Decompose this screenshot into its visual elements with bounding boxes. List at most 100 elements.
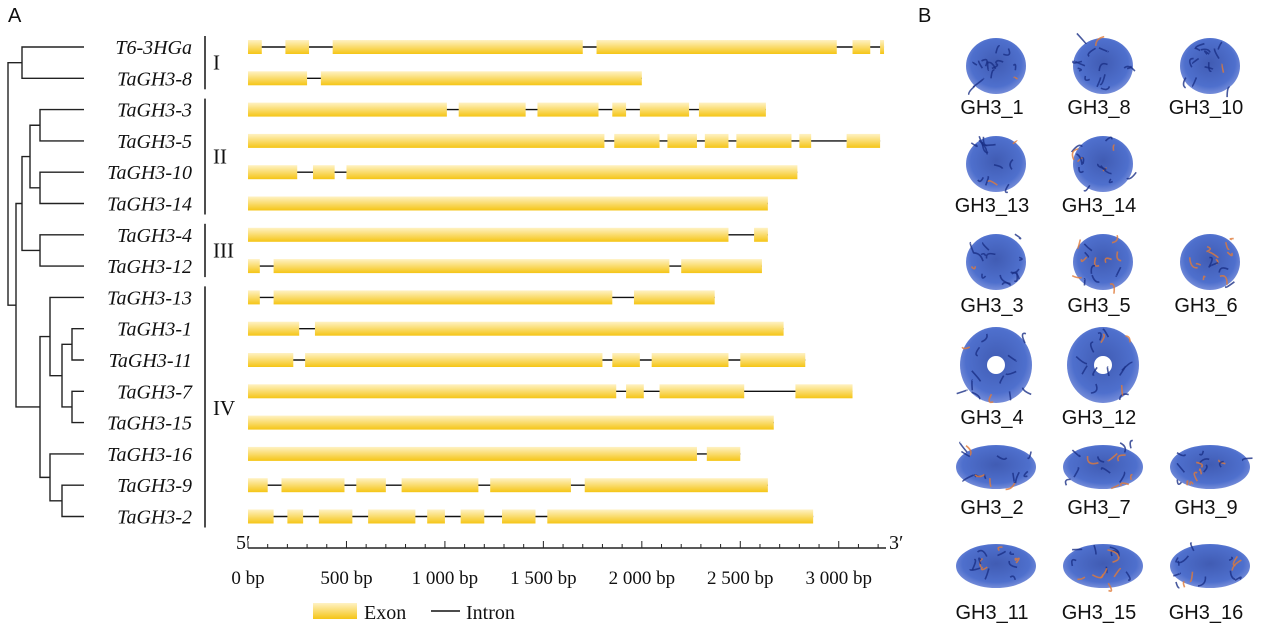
protein-ribbon bbox=[1098, 62, 1108, 72]
protein-ribbon bbox=[1225, 241, 1230, 251]
exon-block bbox=[273, 290, 613, 305]
protein-ribbon bbox=[1188, 57, 1194, 68]
protein-blob bbox=[1180, 38, 1240, 94]
exon-block bbox=[596, 40, 837, 54]
protein-ribbon bbox=[1193, 471, 1198, 482]
gene-structure-row bbox=[248, 259, 762, 274]
protein-ribbon bbox=[1093, 257, 1100, 267]
protein-ribbon bbox=[1176, 479, 1183, 486]
protein-ribbon bbox=[972, 61, 978, 66]
protein-ribbon bbox=[1182, 580, 1186, 588]
gene-structure-row bbox=[248, 102, 766, 117]
exon-block bbox=[346, 165, 798, 180]
exon-block bbox=[740, 353, 806, 367]
protein-ribbon bbox=[1100, 86, 1111, 91]
gene-structure-row bbox=[248, 321, 784, 336]
gene-label: TaGH3-7 bbox=[117, 381, 193, 403]
gene-structure-row bbox=[248, 446, 741, 461]
protein-ribbon bbox=[1008, 391, 1012, 401]
gene-structure-row bbox=[248, 40, 885, 54]
exon-block bbox=[651, 353, 729, 367]
protein-ribbon bbox=[961, 346, 971, 350]
protein-ribbon bbox=[1104, 136, 1113, 142]
protein-ribbon bbox=[1083, 278, 1086, 286]
protein-ribbon bbox=[1126, 65, 1132, 70]
protein-ribbon bbox=[1234, 576, 1242, 582]
protein-ribbon bbox=[959, 441, 968, 453]
protein-ribbon bbox=[1106, 366, 1110, 377]
protein-blob bbox=[956, 445, 1036, 489]
protein-ribbon bbox=[1123, 65, 1136, 72]
protein-ribbon bbox=[1012, 140, 1018, 145]
exon-block bbox=[285, 40, 310, 54]
protein-ribbon bbox=[984, 176, 990, 186]
panel-label-a: A bbox=[8, 5, 22, 27]
protein-ribbon bbox=[1224, 281, 1235, 289]
protein-ribbon bbox=[1126, 171, 1137, 180]
protein-structure-label: GH3_6 bbox=[1174, 295, 1237, 317]
gene-structure-row bbox=[248, 133, 881, 148]
protein-ribbon bbox=[1198, 450, 1205, 456]
protein-ribbon bbox=[982, 136, 988, 147]
five-prime-label: 5′ bbox=[236, 532, 250, 554]
protein-ribbon bbox=[1090, 383, 1098, 394]
exon-block bbox=[681, 259, 762, 274]
protein-ribbon bbox=[1189, 571, 1194, 583]
exon-block bbox=[458, 102, 526, 117]
protein-ribbon bbox=[1005, 370, 1017, 376]
protein-blob bbox=[966, 136, 1026, 192]
protein-ribbon bbox=[1077, 576, 1086, 581]
gene-label: TaGH3-12 bbox=[107, 256, 192, 278]
exon-block bbox=[248, 40, 262, 54]
protein-structure-label: GH3_3 bbox=[960, 295, 1023, 317]
protein-structure-label: GH3_11 bbox=[955, 602, 1028, 624]
tree-branch bbox=[39, 171, 84, 205]
protein-ribbon bbox=[1023, 470, 1029, 478]
protein-ribbon bbox=[1072, 60, 1083, 64]
protein-ribbon bbox=[1191, 57, 1200, 65]
protein-ribbon bbox=[1213, 48, 1220, 60]
protein-blob bbox=[1073, 38, 1133, 94]
protein-structure bbox=[1072, 32, 1136, 94]
protein-ribbon bbox=[1120, 384, 1124, 397]
protein-ribbon bbox=[1001, 281, 1012, 287]
protein-ribbon bbox=[984, 568, 990, 580]
protein-ribbon bbox=[1209, 262, 1219, 267]
exon-block bbox=[281, 478, 345, 493]
protein-ribbon bbox=[1119, 442, 1127, 453]
protein-ribbon bbox=[1197, 576, 1207, 587]
gene-label: T6-3HGa bbox=[115, 37, 192, 59]
protein-structure bbox=[1180, 234, 1240, 290]
protein-ribbon bbox=[1203, 464, 1208, 473]
protein-ribbon bbox=[987, 179, 998, 186]
protein-ribbon bbox=[997, 550, 1007, 557]
protein-ribbon bbox=[1083, 184, 1091, 192]
protein-ribbon bbox=[981, 58, 988, 67]
protein-structure bbox=[1070, 136, 1137, 192]
tree-branch bbox=[61, 484, 84, 518]
protein-pore bbox=[1094, 356, 1112, 374]
protein-ribbon bbox=[1228, 556, 1234, 561]
protein-ribbon bbox=[1119, 471, 1126, 483]
exon-block bbox=[305, 353, 603, 367]
exon-block bbox=[401, 478, 479, 493]
exon-block bbox=[356, 478, 386, 493]
protein-ribbon bbox=[995, 45, 1000, 54]
exon-block bbox=[880, 40, 885, 54]
protein-ribbon bbox=[1177, 555, 1190, 564]
protein-ribbon bbox=[1207, 62, 1212, 73]
protein-ribbon bbox=[981, 273, 987, 279]
protein-ribbon bbox=[1078, 166, 1084, 174]
protein-ribbon bbox=[993, 164, 1004, 170]
gene-structure-row bbox=[248, 227, 768, 242]
axis-tick-label: 1 500 bp bbox=[510, 568, 577, 589]
tree-branch bbox=[49, 453, 84, 502]
protein-structure bbox=[1063, 439, 1143, 490]
protein-ribbon bbox=[1097, 163, 1107, 171]
exon-block bbox=[846, 133, 881, 148]
tree-branch bbox=[15, 202, 40, 408]
exon-block bbox=[706, 446, 741, 461]
protein-ribbon bbox=[982, 242, 990, 251]
protein-ribbon bbox=[1105, 566, 1108, 574]
tree-branch bbox=[7, 61, 22, 306]
